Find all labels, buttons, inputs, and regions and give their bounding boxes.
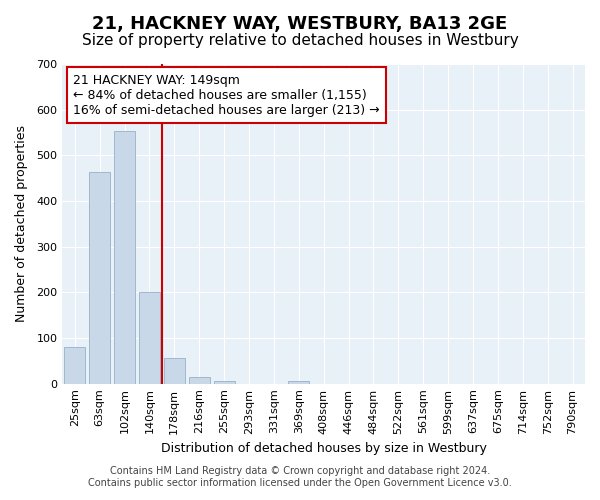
- Bar: [139, 292, 160, 384]
- Bar: [164, 358, 185, 384]
- Bar: [288, 382, 310, 384]
- Text: Contains HM Land Registry data © Crown copyright and database right 2024.
Contai: Contains HM Land Registry data © Crown c…: [88, 466, 512, 487]
- Text: Size of property relative to detached houses in Westbury: Size of property relative to detached ho…: [82, 32, 518, 48]
- Text: 21 HACKNEY WAY: 149sqm
← 84% of detached houses are smaller (1,155)
16% of semi-: 21 HACKNEY WAY: 149sqm ← 84% of detached…: [73, 74, 379, 116]
- Bar: [188, 377, 210, 384]
- X-axis label: Distribution of detached houses by size in Westbury: Distribution of detached houses by size …: [161, 442, 487, 455]
- Bar: [64, 347, 85, 384]
- Bar: [114, 131, 135, 384]
- Text: 21, HACKNEY WAY, WESTBURY, BA13 2GE: 21, HACKNEY WAY, WESTBURY, BA13 2GE: [92, 15, 508, 33]
- Bar: [214, 382, 235, 384]
- Bar: [89, 172, 110, 384]
- Y-axis label: Number of detached properties: Number of detached properties: [15, 126, 28, 322]
